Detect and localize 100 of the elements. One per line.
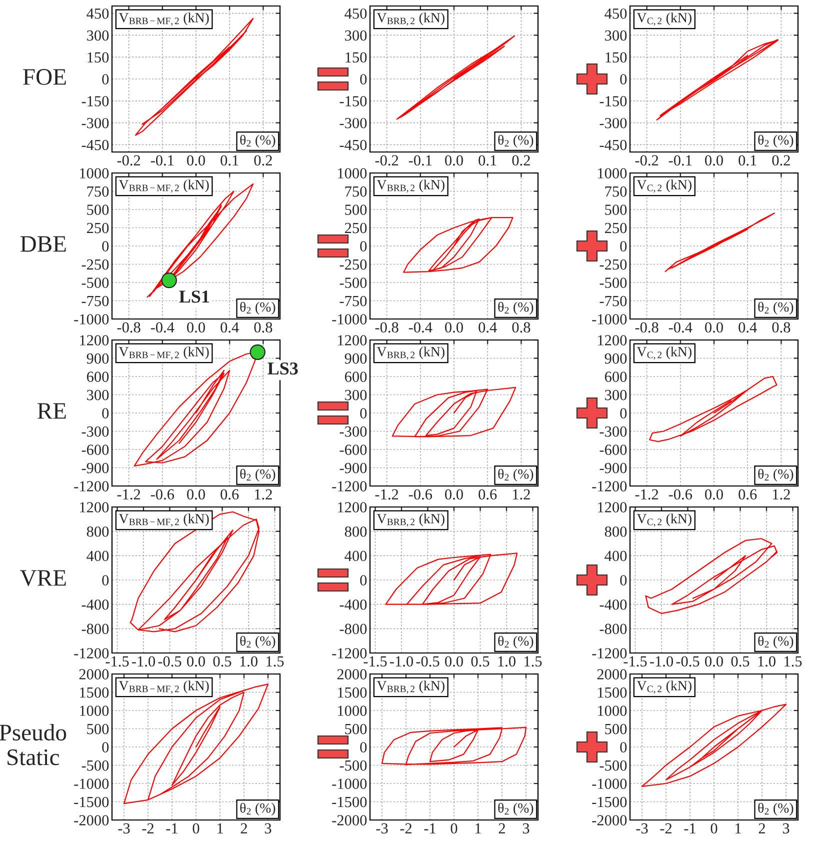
y-axis-title: V$_{BRB−MF,2}$ (kN) bbox=[118, 180, 209, 193]
y-axis-title: V$_{C,2}$ (kN) bbox=[636, 12, 692, 26]
y-tick-label: -1200 bbox=[74, 481, 109, 492]
x-tick-label: 1 bbox=[218, 823, 223, 834]
x-tick-label: 0.1 bbox=[478, 155, 496, 166]
y-axis-title: V$_{BRB,2}$ (kN) bbox=[376, 514, 444, 527]
y-tick-label: -300 bbox=[600, 426, 627, 437]
x-tick-label: 0.0 bbox=[705, 155, 723, 166]
y-tick-label: 0 bbox=[620, 241, 627, 252]
x-tick-label: -1.0 bbox=[650, 656, 674, 667]
y-tick-label: 800 bbox=[604, 526, 627, 537]
y-tick-label: -1000 bbox=[332, 778, 367, 789]
y-tick-label: 2000 bbox=[337, 669, 367, 680]
y-tick-label: -1200 bbox=[74, 648, 109, 658]
y-tick-label: 0 bbox=[360, 575, 367, 586]
y-tick-label: 0 bbox=[620, 74, 627, 84]
x-tick-label: 1.0 bbox=[240, 656, 258, 667]
y-tick-label: 250 bbox=[604, 222, 627, 234]
y-tick-label: -300 bbox=[82, 426, 109, 437]
y-axis-title: V$_{BRB−MF,2}$ (kN) bbox=[118, 514, 209, 527]
line-series bbox=[641, 704, 787, 787]
line-series bbox=[645, 538, 778, 614]
x-axis-title: θ$_{2}$ (%) bbox=[498, 636, 534, 649]
x-tick-label: -1.0 bbox=[132, 656, 156, 667]
y-tick-label: 2000 bbox=[79, 669, 109, 680]
y-axis-title: V$_{C,2}$ (kN) bbox=[636, 180, 692, 193]
y-tick-label: 1000 bbox=[80, 706, 109, 716]
x-tick-label: 0.8 bbox=[254, 322, 272, 333]
y-tick-label: -1500 bbox=[592, 796, 627, 808]
y-tick-label: -900 bbox=[600, 462, 627, 474]
y-tick-label: 300 bbox=[605, 390, 627, 400]
x-tick-label: 0.0 bbox=[187, 322, 205, 333]
x-tick-label: 1 bbox=[476, 823, 481, 834]
x-tick-label: -1.2 bbox=[375, 489, 398, 500]
y-tick-label: -300 bbox=[82, 118, 109, 128]
y-axis-title: V$_{BRB,2}$ (kN) bbox=[376, 12, 444, 26]
y-tick-label: 450 bbox=[604, 8, 627, 19]
y-tick-label: -800 bbox=[600, 624, 627, 634]
y-tick-label: 900 bbox=[86, 353, 109, 364]
y-tick-label: 150 bbox=[88, 52, 109, 63]
y-tick-label: -750 bbox=[82, 296, 109, 306]
y-tick-label: 1000 bbox=[598, 168, 627, 178]
line-series bbox=[381, 726, 527, 766]
y-tick-label: 600 bbox=[344, 372, 367, 382]
y-tick-label: -2000 bbox=[332, 815, 367, 826]
y-tick-label: -900 bbox=[82, 462, 109, 474]
x-axis-title: θ$_{2}$ (%) bbox=[758, 802, 794, 816]
y-tick-label: -450 bbox=[600, 140, 627, 150]
y-tick-label: 500 bbox=[87, 724, 109, 734]
x-axis-title: θ$_{2}$ (%) bbox=[240, 468, 276, 482]
y-tick-label: 300 bbox=[605, 30, 627, 41]
y-tick-label: 1500 bbox=[338, 687, 367, 698]
x-tick-label: 0.5 bbox=[213, 656, 232, 667]
x-tick-label: -3 bbox=[118, 823, 130, 834]
y-tick-label: 300 bbox=[345, 30, 367, 41]
x-tick-label: -2 bbox=[660, 823, 672, 834]
y-tick-label: 0 bbox=[620, 575, 627, 586]
text: RE bbox=[38, 403, 66, 419]
x-tick-label: -0.6 bbox=[150, 489, 174, 500]
y-tick-label: 500 bbox=[345, 204, 367, 215]
y-tick-label: 0 bbox=[620, 742, 627, 752]
y-tick-label: -500 bbox=[82, 760, 109, 771]
y-tick-label: 1000 bbox=[338, 706, 367, 716]
x-tick-label: 0.4 bbox=[478, 322, 497, 333]
y-tick-label: 0 bbox=[102, 241, 109, 252]
y-tick-label: -300 bbox=[340, 426, 367, 437]
text: VRE bbox=[20, 570, 66, 586]
y-tick-label: -300 bbox=[600, 118, 627, 128]
x-tick-label: -0.4 bbox=[150, 322, 174, 333]
y-tick-label: 1000 bbox=[338, 168, 367, 178]
y-tick-label: -1000 bbox=[332, 314, 367, 324]
x-tick-label: -1 bbox=[166, 823, 178, 834]
y-tick-label: 150 bbox=[606, 52, 627, 63]
y-tick-label: -600 bbox=[340, 444, 367, 455]
y-tick-label: 800 bbox=[86, 526, 109, 537]
x-tick-label: -1.2 bbox=[635, 489, 658, 500]
x-tick-label: 1.2 bbox=[772, 489, 790, 500]
x-tick-label: 0.8 bbox=[772, 322, 790, 333]
y-axis-title: V$_{C,2}$ (kN) bbox=[636, 346, 692, 360]
x-axis-title: θ$_{2}$ (%) bbox=[758, 636, 794, 649]
x-tick-label: 1.0 bbox=[758, 656, 776, 667]
y-tick-label: 0 bbox=[360, 742, 367, 752]
x-tick-label: -0.8 bbox=[635, 322, 658, 333]
y-axis-title: V$_{BRB−MF,2}$ (kN) bbox=[118, 680, 209, 694]
line-series bbox=[130, 511, 260, 632]
y-tick-label: 0 bbox=[102, 408, 109, 418]
x-tick-label: -0.1 bbox=[408, 155, 432, 166]
x-axis-title: θ$_{2}$ (%) bbox=[498, 302, 534, 315]
y-tick-label: 300 bbox=[87, 30, 109, 41]
x-tick-label: 0.0 bbox=[187, 155, 205, 166]
x-tick-label: -0.4 bbox=[668, 322, 692, 333]
y-tick-label: 750 bbox=[605, 186, 627, 197]
y-tick-label: -2000 bbox=[592, 815, 627, 826]
y-tick-label: -1000 bbox=[592, 314, 627, 324]
y-tick-label: 400 bbox=[604, 550, 627, 562]
line-series bbox=[396, 35, 516, 120]
x-tick-label: 0.0 bbox=[705, 656, 723, 667]
y-tick-label: 500 bbox=[605, 724, 627, 734]
y-tick-label: -150 bbox=[340, 96, 367, 106]
x-tick-label: 0.0 bbox=[445, 322, 463, 333]
